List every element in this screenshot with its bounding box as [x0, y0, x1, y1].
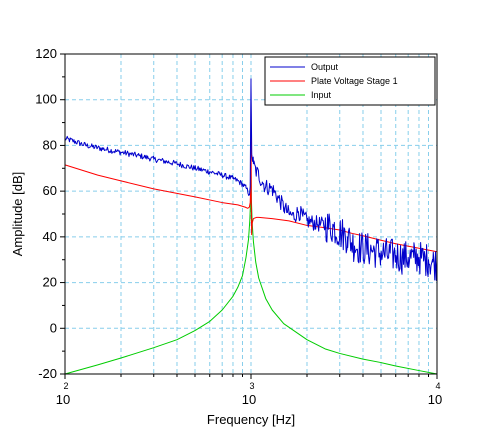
x-tick-exponent: 3 — [249, 381, 254, 391]
legend-label: Output — [311, 62, 339, 72]
x-tick-base: 10 — [242, 392, 256, 407]
series-line-output — [64, 78, 438, 281]
y-tick-label: 120 — [35, 46, 57, 61]
y-tick-label: -20 — [38, 366, 57, 381]
legend: Output Plate Voltage Stage 1 Input — [264, 56, 436, 106]
y-tick-label: 100 — [35, 92, 57, 107]
legend-label: Input — [311, 90, 332, 100]
y-axis-label: Amplitude [dB] — [10, 172, 25, 257]
x-axis-label: Frequency [Hz] — [207, 412, 295, 427]
x-tick-exponent: 2 — [63, 381, 68, 391]
y-tick-label: 40 — [43, 229, 57, 244]
y-tick-label: 80 — [43, 137, 57, 152]
series-line-plate-voltage-stage-1 — [64, 99, 438, 253]
x-tick-base: 10 — [56, 392, 70, 407]
y-tick-label: 0 — [50, 320, 57, 335]
x-tick-base: 10 — [428, 392, 442, 407]
y-tick-label: 20 — [43, 275, 57, 290]
y-tick-label: 60 — [43, 183, 57, 198]
x-tick-exponent: 4 — [435, 381, 440, 391]
legend-label: Plate Voltage Stage 1 — [311, 76, 398, 86]
series-lines — [64, 78, 438, 375]
